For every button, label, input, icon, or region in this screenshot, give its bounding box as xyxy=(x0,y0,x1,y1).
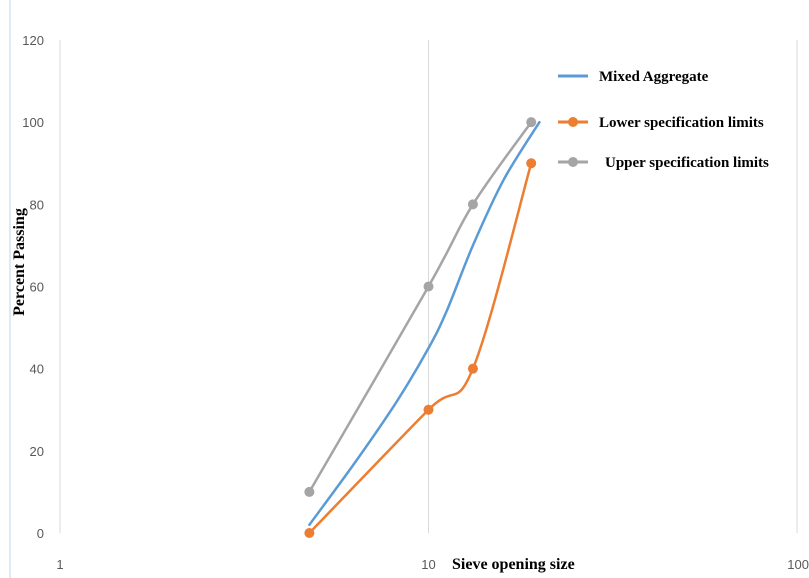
y-tick-label: 60 xyxy=(30,280,44,295)
x-axis-title: Sieve opening size xyxy=(452,556,575,573)
y-tick-label: 120 xyxy=(22,33,44,48)
x-tick-label: 100 xyxy=(787,557,809,572)
series-line-upper-specification-limits xyxy=(308,120,533,494)
grid-lines xyxy=(9,0,798,578)
legend-label-mixed-aggregate: Mixed Aggregate xyxy=(599,69,709,85)
data-point-lower-specification-limits xyxy=(467,363,478,374)
y-tick-labels: 0 20 40 60 80 100 120 xyxy=(22,33,44,541)
series-line-lower-specification-limits xyxy=(308,162,533,535)
data-point-lower-specification-limits xyxy=(423,404,434,415)
y-tick-label: 40 xyxy=(30,362,44,377)
data-point-upper-specification-limits xyxy=(423,281,434,292)
x-tick-labels: 1 10 100 xyxy=(56,557,809,572)
series-line-mixed-aggregate xyxy=(308,120,541,527)
x-tick-label: 1 xyxy=(56,557,63,572)
data-point-lower-specification-limits xyxy=(304,528,315,538)
y-tick-label: 0 xyxy=(37,526,44,541)
legend-label-upper-specification-limits: Upper specification limits xyxy=(605,155,769,171)
data-point-upper-specification-limits xyxy=(467,199,478,210)
legend-marker-upper-specification-limits xyxy=(568,157,578,167)
data-point-upper-specification-limits xyxy=(526,117,537,128)
data-point-upper-specification-limits xyxy=(304,486,315,497)
y-tick-label: 100 xyxy=(22,115,44,130)
legend-label-lower-specification-limits: Lower specification limits xyxy=(599,115,764,131)
legend: Mixed Aggregate Lower specification limit… xyxy=(558,69,769,171)
y-tick-label: 80 xyxy=(30,197,44,212)
series-group xyxy=(304,117,541,538)
y-axis-title: Percent Passing xyxy=(11,208,28,316)
x-tick-label: 10 xyxy=(421,557,435,572)
legend-marker-lower-specification-limits xyxy=(568,117,578,127)
y-tick-label: 20 xyxy=(30,444,44,459)
data-point-lower-specification-limits xyxy=(526,158,537,169)
